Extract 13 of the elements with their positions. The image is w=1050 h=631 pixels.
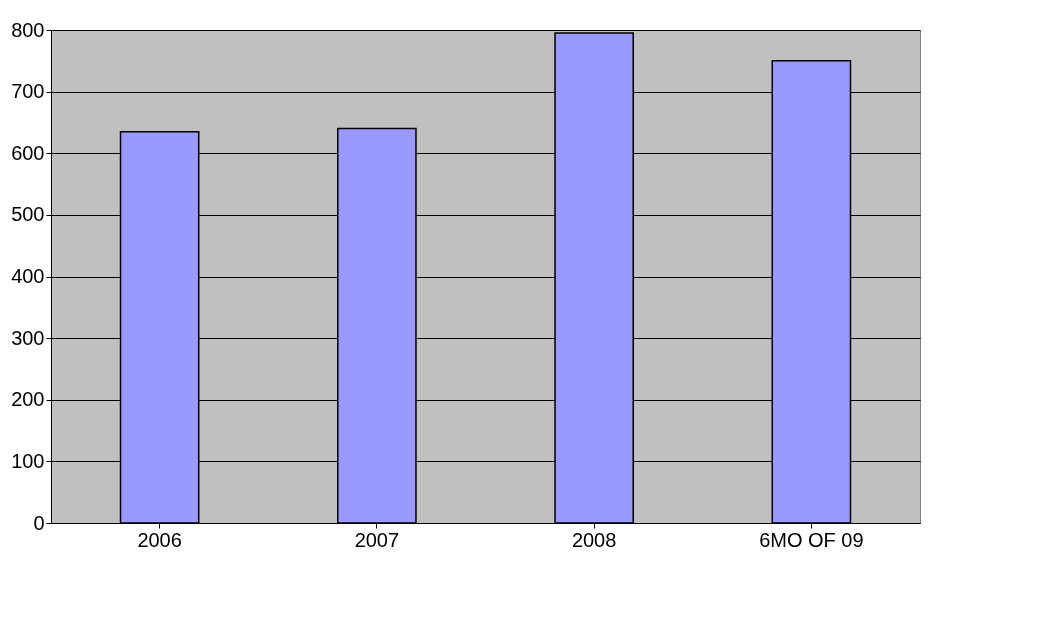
y-tick-label: 200	[11, 388, 45, 411]
y-tick-label: 0	[33, 511, 45, 534]
x-tick-label: 6MO OF 09	[759, 528, 864, 551]
y-tick-label: 100	[11, 449, 45, 472]
y-tick-label: 700	[11, 80, 45, 103]
x-tick-label: 2008	[571, 528, 617, 551]
y-tick-label: 800	[11, 18, 45, 41]
y-tick-label: 600	[11, 141, 45, 164]
y-tick-label: 400	[11, 265, 45, 287]
x-tick-label: 2006	[137, 528, 182, 551]
x-tick-label: 2007	[354, 528, 400, 551]
y-tick-label: 500	[11, 203, 45, 226]
y-tick-label: 300	[11, 326, 45, 349]
